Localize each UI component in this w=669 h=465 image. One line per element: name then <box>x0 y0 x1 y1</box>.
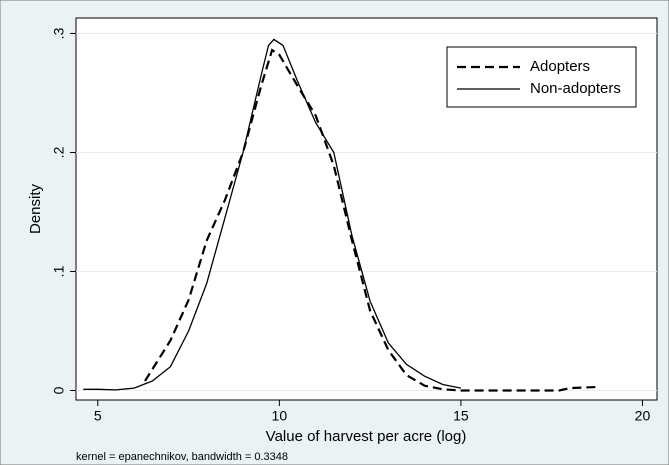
x-tick-label: 5 <box>94 408 102 424</box>
legend <box>446 46 637 108</box>
x-tick-label: 20 <box>635 408 651 424</box>
x-tick-label: 15 <box>453 408 469 424</box>
density-line <box>83 38 462 391</box>
legend-label: Non-adopters <box>530 80 621 97</box>
note: kernel = epanechnikov, bandwidth = 0.334… <box>76 451 288 463</box>
x-axis-title: Value of harvest per acre (log) <box>266 428 467 445</box>
x-tick-label: 10 <box>272 408 288 424</box>
density-line <box>144 48 599 392</box>
y-axis-title: Density <box>27 183 44 234</box>
y-tick-label: 0 <box>51 386 67 394</box>
legend-label: Adopters <box>530 58 590 75</box>
y-tick-label: .2 <box>51 146 67 158</box>
y-tick-label: .1 <box>51 265 67 277</box>
y-tick-label: .3 <box>51 27 67 39</box>
